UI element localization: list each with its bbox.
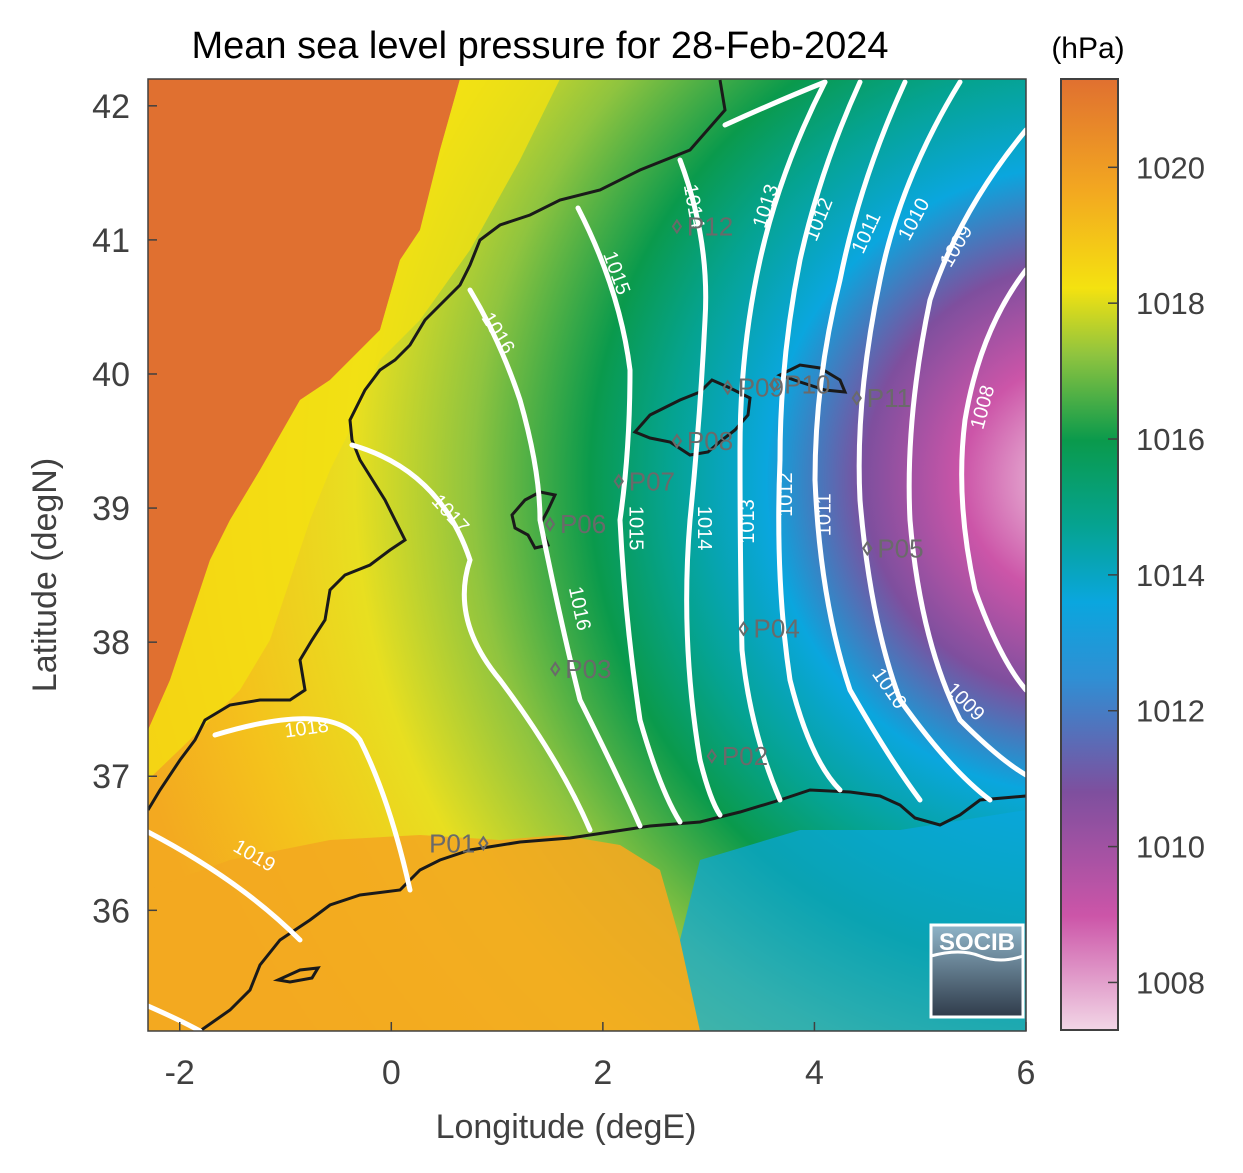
coastline-alboran-islet [272, 966, 321, 984]
contour-1019-b [148, 1003, 203, 1031]
colorbar-unit-label: (hPa) [1051, 32, 1124, 65]
station-label: P02 [722, 741, 768, 771]
contour-1012 [776, 79, 863, 793]
station-label: P06 [560, 509, 606, 539]
x-tick-label: 2 [593, 1054, 612, 1092]
contour-label: 1015 [624, 506, 646, 551]
colorbar-tick-label: 1020 [1136, 150, 1205, 185]
x-tick-label: 4 [805, 1054, 824, 1092]
land-iberia-coastal-band [148, 79, 560, 780]
station-marker [862, 540, 873, 557]
station-marker [706, 748, 718, 764]
coastline-iberia [148, 79, 727, 811]
socib-logo-wave [930, 950, 1024, 962]
contour-1011 [812, 79, 923, 803]
x-tick-label: 6 [1017, 1054, 1036, 1092]
contour-1014 [677, 157, 723, 818]
contour-label: 1012 [775, 472, 797, 517]
x-tick-label: -2 [165, 1054, 195, 1092]
contour-1016-north-frag [722, 79, 828, 128]
station-label: P11 [867, 383, 911, 413]
socib-logo-panel [929, 923, 1025, 1019]
y-tick-label: 39 [92, 490, 130, 528]
socib-logo: SOCIB [929, 923, 1025, 1019]
contour-1017 [349, 442, 593, 833]
station-label: P08 [687, 426, 733, 456]
contour-1015 [575, 205, 683, 825]
colorbar-gradient [1060, 78, 1119, 1031]
station-marker [613, 473, 624, 490]
colorbar-tick-label: 1012 [1136, 694, 1205, 729]
x-axis-ticks: -2 0 2 4 6 [165, 1022, 1036, 1092]
plot-frame [147, 78, 1027, 1032]
chart-title: Mean sea level pressure for 28-Feb-2024 [191, 25, 888, 67]
y-axis-ticks: 42 41 40 39 38 37 36 [92, 88, 157, 930]
colorbar: (hPa) 1020 1018 1016 1014 1012 1010 1008 [1051, 32, 1205, 1031]
station-marker [671, 218, 683, 235]
colorbar-tick-label: 1008 [1136, 965, 1205, 1000]
colorbar-tick-label: 1014 [1136, 558, 1205, 593]
station-marker [544, 516, 556, 532]
colorbar-tick-label: 1018 [1136, 286, 1205, 321]
station-marker [851, 390, 862, 406]
station-label: P12 [687, 211, 733, 241]
contour-1010 [856, 79, 993, 803]
contour-1008 [959, 267, 1026, 693]
station-marker [738, 620, 749, 637]
station-label: P03 [565, 654, 611, 684]
colorbar-tick-label: 1010 [1136, 830, 1205, 865]
colorbar-ticks: 1020 1018 1016 1014 1012 1010 1008 [1108, 150, 1205, 1000]
y-tick-label: 37 [92, 758, 130, 796]
y-axis-label: Latitude (degN) [26, 458, 64, 692]
contour-1016 [467, 287, 643, 829]
station-marker [769, 376, 780, 393]
coastline-north-africa [199, 788, 1026, 1031]
station-marker [478, 835, 489, 852]
land-north-africa [148, 835, 700, 1031]
socib-logo-text: SOCIB [939, 929, 1015, 956]
station-label: P04 [754, 614, 800, 644]
land-iberia [148, 79, 460, 730]
pressure-contours [148, 79, 1026, 1031]
contour-1018 [212, 716, 413, 893]
contour-label: 1011 [813, 493, 835, 536]
y-tick-label: 38 [92, 624, 130, 662]
y-tick-label: 42 [92, 88, 130, 126]
station-marker [671, 433, 683, 449]
coastline-menorca [776, 363, 848, 394]
station-label: P10 [784, 370, 830, 400]
station-label: P07 [629, 466, 675, 496]
contour-label: 1013 [737, 499, 759, 544]
y-tick-label: 40 [92, 356, 130, 394]
station-label: P05 [877, 533, 923, 563]
station-marker [550, 661, 561, 677]
y-tick-label: 36 [92, 892, 130, 930]
contour-1013 [737, 79, 828, 803]
map-plot-area: 1019101810171016101610151015101410141013… [148, 79, 1026, 1031]
contour-label: 1014 [693, 506, 715, 551]
x-tick-label: 0 [382, 1054, 401, 1092]
contour-1019 [148, 829, 303, 943]
colorbar-tick-label: 1016 [1136, 422, 1205, 457]
x-axis-label: Longitude (degE) [436, 1108, 697, 1146]
contour-1009 [906, 127, 1026, 778]
y-tick-label: 41 [92, 222, 130, 260]
station-marker [722, 379, 733, 396]
station-label: P01 [429, 828, 475, 858]
